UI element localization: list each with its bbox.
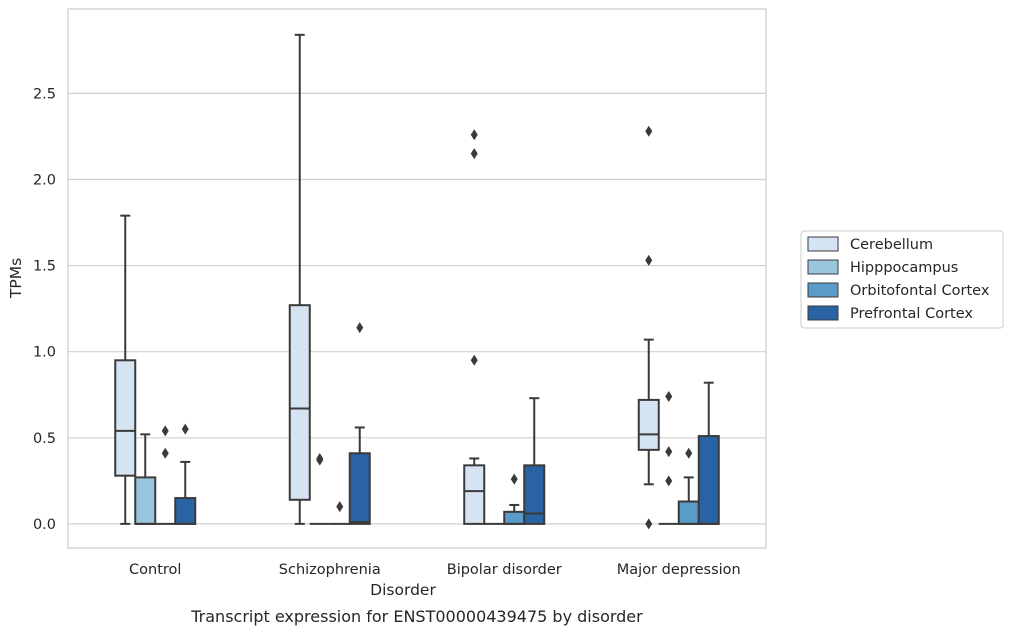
figure-caption: Transcript expression for ENST0000043947… [190,607,643,626]
box-orbitofontal-cortex-schizophrenia [329,501,350,525]
outlier-point [510,473,518,485]
box-body [114,359,137,477]
box-cerebellum-schizophrenia [288,33,311,525]
x-axis-label: Disorder [370,581,436,599]
outlier-point [181,423,189,435]
outlier-point [470,129,478,141]
legend-label: Orbitofontal Cortex [850,283,990,299]
box-body [697,435,720,525]
legend-frame [800,230,1004,329]
outlier-point [336,501,344,513]
outlier-point [665,390,673,402]
x-tick-label: Major depression [617,562,741,578]
box-body [174,497,197,525]
box-body [677,500,700,525]
y-tick-labels: 0.0 0.5 1.0 1.5 2.0 2.5 [33,86,56,533]
outlier-point [470,354,478,366]
outlier-point [685,447,693,459]
box-hipppocampus-schizophrenia [309,452,330,525]
legend-swatch [807,259,839,275]
x-tick-label: Bipolar disorder [447,562,562,578]
y-tick-label: 1.0 [33,345,56,361]
box-body [637,398,660,451]
legend-swatch [807,236,839,252]
box-cerebellum-control [114,214,137,525]
legend-label: Hipppocampus [850,260,958,276]
box-body [463,464,486,525]
legend-label: Cerebellum [850,237,933,253]
box-hipppocampus-major-depression [658,390,679,525]
y-axis-label: TPMs [7,258,25,299]
box-hipppocampus-control [134,433,157,525]
legend-swatch [807,282,839,298]
box-orbitofontal-cortex-control [155,425,176,525]
box-series [114,33,720,530]
box-cerebellum-major-depression [637,125,660,530]
y-tick-label: 2.0 [33,172,56,188]
box-body [523,464,546,525]
outlier-point [161,425,169,437]
y-tick-label: 0.5 [33,431,56,447]
box-prefrontal-cortex-bipolar-disorder [523,397,546,525]
box-cerebellum-bipolar-disorder [463,129,486,525]
box-body [503,510,526,525]
outlier-point [470,148,478,160]
box-prefrontal-cortex-control [174,423,197,525]
box-body [134,476,157,525]
outlier-point [316,452,324,464]
x-tick-labels: Control Schizophrenia Bipolar disorder Majo… [129,562,741,578]
plot-area-frame [67,8,767,549]
y-tick-label: 2.5 [33,86,56,102]
x-tick-label: Control [129,562,181,578]
box-body [288,304,311,501]
legend-label: Prefrontal Cortex [850,306,973,322]
outlier-point [161,447,169,459]
outlier-point [665,446,673,458]
outlier-point [665,475,673,487]
y-tick-label: 0.0 [33,517,56,533]
y-tick-label: 1.5 [33,259,56,275]
x-tick-label: Schizophrenia [279,562,381,578]
box-prefrontal-cortex-schizophrenia [348,322,371,525]
box-prefrontal-cortex-major-depression [697,381,720,525]
legend: Cerebellum Hipppocampus Orbitofontal Corte… [800,230,1004,329]
outlier-point [356,322,364,334]
box-orbitofontal-cortex-major-depression [677,447,700,525]
box-body [348,452,371,525]
outlier-point [645,254,653,266]
legend-swatch [807,305,839,321]
outlier-point [645,518,653,530]
outlier-point [645,125,653,137]
